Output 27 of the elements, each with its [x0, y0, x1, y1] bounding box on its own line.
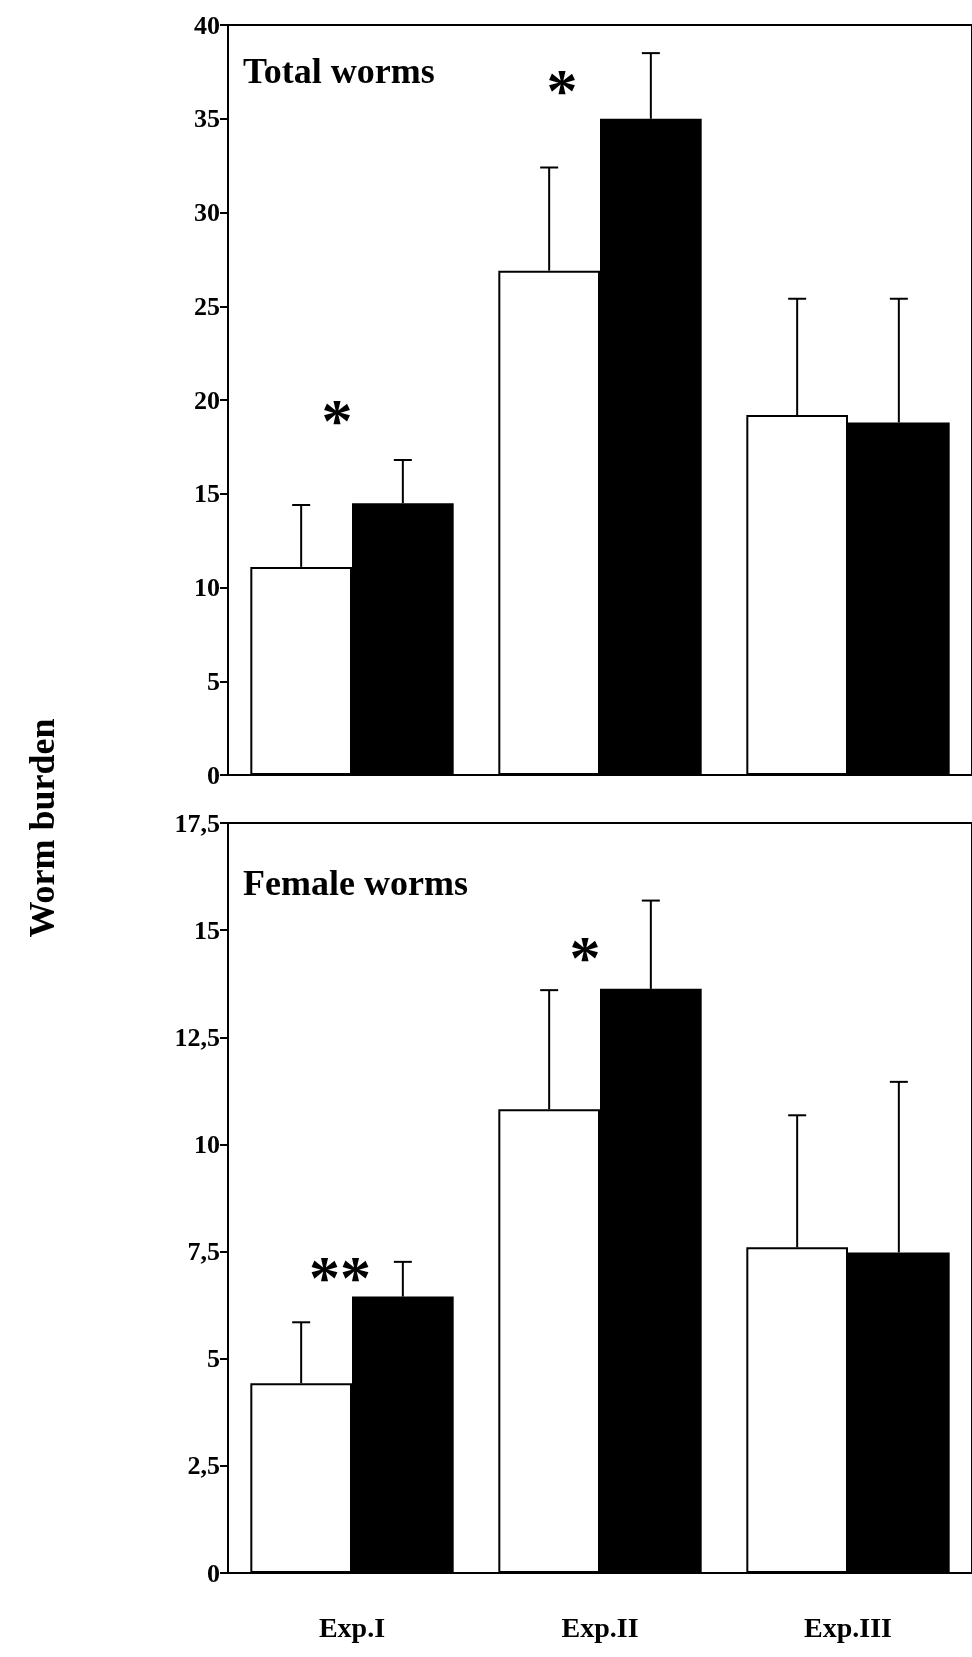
y-axis-title: Worm burden: [21, 718, 63, 938]
y-tick-label: 0: [207, 1558, 220, 1588]
y-tick-label: 10: [194, 1129, 220, 1159]
annotation: *: [546, 56, 578, 124]
y-tick-label: 0: [207, 760, 220, 790]
y-tick-label: 12,5: [174, 1022, 220, 1052]
x-tick-label: Exp.I: [318, 1611, 386, 1643]
y-tick-label: 35: [194, 104, 220, 134]
y-tick-label: 5: [207, 666, 220, 696]
y-tick-label: 30: [194, 198, 220, 227]
y-tick-label: 25: [194, 291, 220, 321]
annotation: *: [569, 923, 601, 991]
text: Total worms: [243, 51, 435, 91]
text: Female worms: [243, 863, 468, 903]
y-tick-label: 17,5: [174, 808, 220, 838]
y-tick-label: 10: [194, 573, 220, 602]
x-tick-label: Exp.II: [561, 1611, 639, 1643]
annotation: **: [309, 1243, 371, 1311]
y-tick-label: 15: [194, 915, 220, 945]
x-tick-label: Exp.III: [804, 1611, 892, 1643]
y-tick-label: 40: [194, 10, 220, 40]
y-tick-label: 7,5: [187, 1237, 220, 1267]
annotation: *: [321, 386, 353, 454]
y-tick-label: 15: [194, 479, 220, 509]
y-tick-label: 5: [207, 1344, 220, 1374]
y-tick-label: 20: [194, 385, 220, 415]
y-tick-label: 2,5: [187, 1451, 220, 1481]
